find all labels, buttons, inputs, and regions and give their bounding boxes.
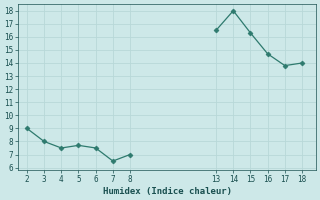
X-axis label: Humidex (Indice chaleur): Humidex (Indice chaleur) [102, 187, 232, 196]
